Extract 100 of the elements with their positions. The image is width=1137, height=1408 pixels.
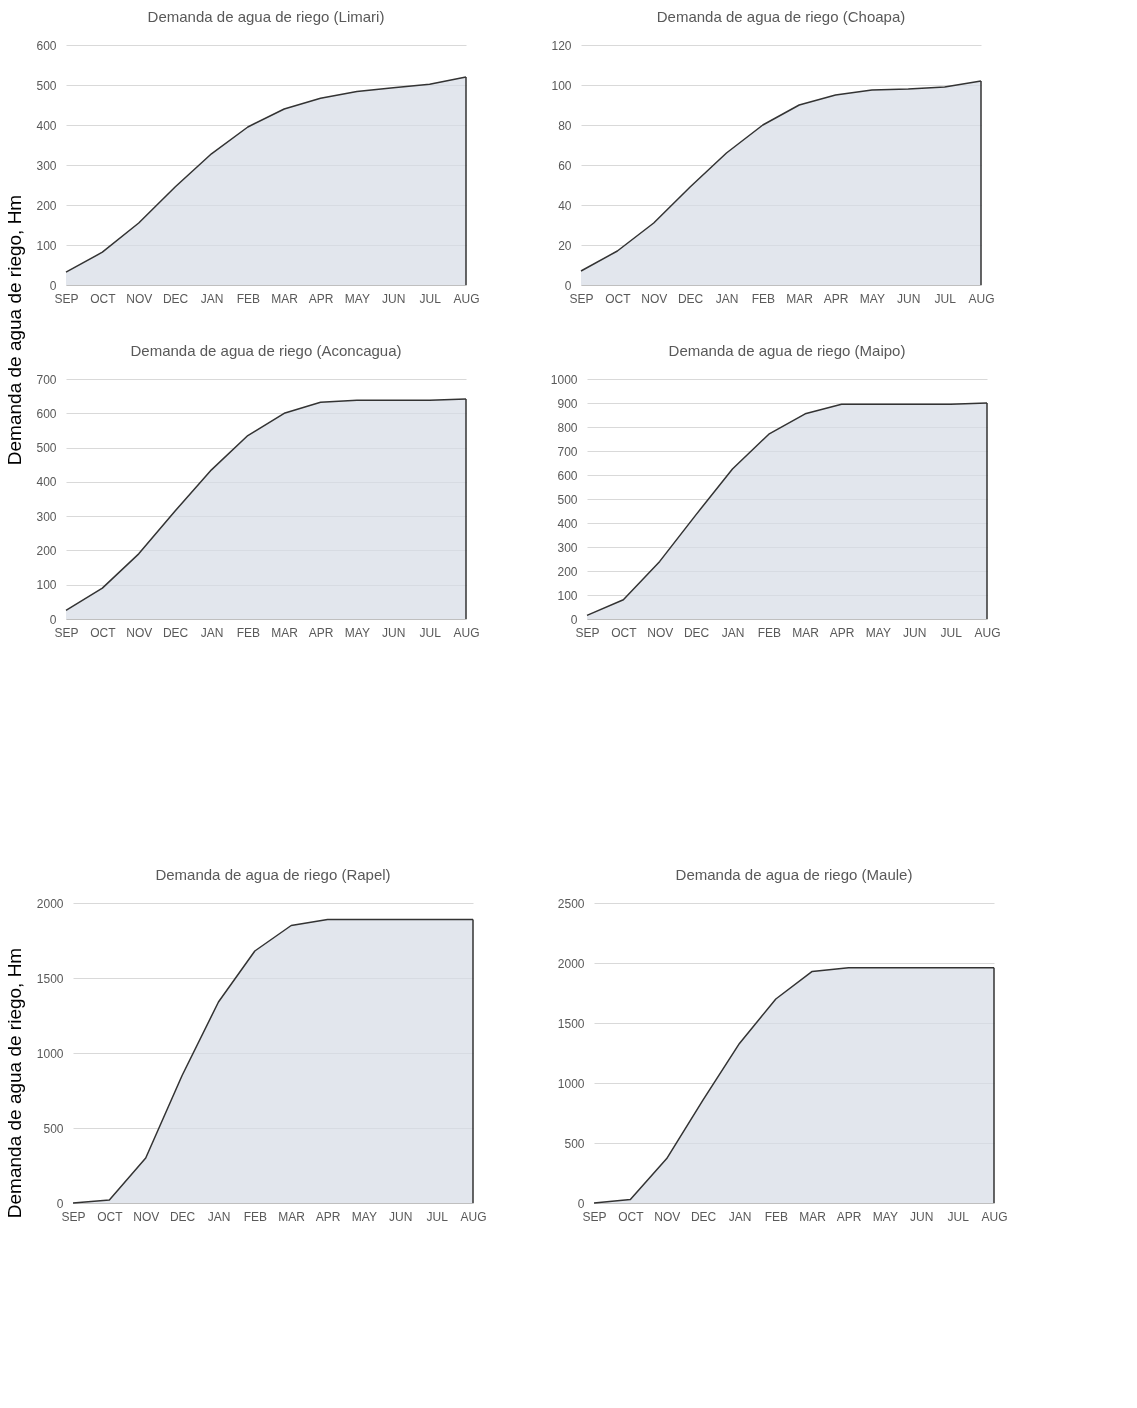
x-tick-label: MAY <box>865 625 891 640</box>
x-tick-label: FEB <box>236 625 260 640</box>
y-tick-label: 100 <box>36 578 57 593</box>
x-tick-label: MAY <box>344 291 370 306</box>
x-tick-label: JUL <box>419 291 442 306</box>
y-tick-label: 60 <box>558 158 572 173</box>
x-tick-label: FEB <box>243 1209 267 1224</box>
x-tick-label: FEB <box>751 291 775 306</box>
x-tick-label: OCT <box>90 625 117 640</box>
y-tick-label: 1000 <box>550 372 578 387</box>
x-tick-label: JAN <box>721 625 745 640</box>
x-tick-label: OCT <box>90 291 117 306</box>
x-tick-label: AUG <box>453 625 480 640</box>
chart-title: Demanda de agua de riego (Rapel) <box>155 866 391 883</box>
y-tick-label: 800 <box>557 420 578 435</box>
y-tick-label: 2000 <box>36 896 64 911</box>
x-tick-label: AUG <box>974 625 1001 640</box>
x-tick-label: MAR <box>786 291 814 306</box>
x-tick-label: APR <box>315 1209 341 1224</box>
x-tick-label: APR <box>823 291 849 306</box>
x-tick-label: MAY <box>344 625 370 640</box>
x-tick-label: JUN <box>897 291 921 306</box>
chart-title: Demanda de agua de riego (Maule) <box>675 866 913 883</box>
x-tick-label: FEB <box>757 625 781 640</box>
y-tick-label: 1500 <box>36 971 64 986</box>
y-tick-label: 0 <box>577 1196 585 1211</box>
x-tick-label: MAR <box>271 291 299 306</box>
x-tick-label: OCT <box>611 625 638 640</box>
y-tick-label: 80 <box>558 118 572 133</box>
x-tick-label: NOV <box>126 291 153 306</box>
x-tick-label: NOV <box>641 291 668 306</box>
x-tick-label: JAN <box>200 291 224 306</box>
chart-title: Demanda de agua de riego (Limari) <box>147 8 385 25</box>
x-tick-label: NOV <box>647 625 674 640</box>
x-tick-label: JUL <box>426 1209 449 1224</box>
y-tick-label: 1000 <box>557 1076 585 1091</box>
x-tick-label: MAY <box>351 1209 377 1224</box>
x-tick-label: SEP <box>569 291 594 306</box>
x-tick-label: NOV <box>126 625 153 640</box>
x-tick-label: DEC <box>162 625 189 640</box>
x-tick-label: FEB <box>236 291 260 306</box>
x-tick-label: DEC <box>162 291 189 306</box>
x-tick-label: AUG <box>460 1209 487 1224</box>
x-tick-label: MAR <box>799 1209 827 1224</box>
x-tick-label: AUG <box>453 291 480 306</box>
x-tick-label: NOV <box>133 1209 160 1224</box>
x-tick-label: DEC <box>690 1209 717 1224</box>
y-tick-label: 20 <box>558 238 572 253</box>
x-tick-label: SEP <box>575 625 600 640</box>
y-tick-label: 200 <box>36 198 57 213</box>
x-tick-label: JAN <box>715 291 739 306</box>
y-axis-title: Demanda de agua de riego, Hm <box>4 947 25 1219</box>
y-tick-label: 300 <box>36 509 57 524</box>
y-tick-label: 300 <box>557 540 578 555</box>
y-tick-label: 100 <box>557 588 578 603</box>
x-tick-label: OCT <box>618 1209 645 1224</box>
x-tick-label: JUN <box>389 1209 413 1224</box>
y-tick-label: 300 <box>36 158 57 173</box>
x-tick-label: SEP <box>54 625 79 640</box>
x-tick-label: APR <box>836 1209 862 1224</box>
y-tick-label: 0 <box>49 278 57 293</box>
x-tick-label: NOV <box>654 1209 681 1224</box>
x-tick-label: SEP <box>54 291 79 306</box>
x-tick-label: OCT <box>97 1209 124 1224</box>
y-tick-label: 500 <box>557 492 578 507</box>
y-tick-label: 200 <box>557 564 578 579</box>
x-tick-label: AUG <box>968 291 995 306</box>
y-tick-label: 700 <box>557 444 578 459</box>
y-tick-label: 100 <box>551 78 572 93</box>
x-tick-label: JAN <box>207 1209 231 1224</box>
x-tick-label: JUL <box>940 625 963 640</box>
y-tick-label: 400 <box>557 516 578 531</box>
x-tick-label: AUG <box>981 1209 1008 1224</box>
y-tick-label: 600 <box>557 468 578 483</box>
y-tick-label: 400 <box>36 118 57 133</box>
x-tick-label: APR <box>308 625 334 640</box>
x-tick-label: MAY <box>872 1209 898 1224</box>
x-tick-label: OCT <box>605 291 632 306</box>
y-tick-label: 600 <box>36 406 57 421</box>
x-tick-label: MAR <box>271 625 299 640</box>
y-axis-title: Demanda de agua de riego, Hm <box>4 194 25 466</box>
y-tick-label: 0 <box>49 612 57 627</box>
x-tick-label: JUN <box>903 625 927 640</box>
y-tick-label: 500 <box>564 1136 585 1151</box>
y-tick-label: 0 <box>56 1196 64 1211</box>
y-tick-label: 40 <box>558 198 572 213</box>
x-tick-label: JUN <box>910 1209 934 1224</box>
y-tick-label: 400 <box>36 475 57 490</box>
x-tick-label: DEC <box>169 1209 196 1224</box>
y-tick-label: 600 <box>36 38 57 53</box>
y-tick-label: 0 <box>570 612 578 627</box>
y-tick-label: 100 <box>36 238 57 253</box>
chart-title: Demanda de agua de riego (Maipo) <box>668 342 906 359</box>
x-tick-label: APR <box>308 291 334 306</box>
y-tick-label: 700 <box>36 372 57 387</box>
x-tick-label: SEP <box>61 1209 86 1224</box>
x-tick-label: MAR <box>278 1209 306 1224</box>
x-tick-label: JUN <box>382 625 406 640</box>
y-tick-label: 900 <box>557 396 578 411</box>
x-tick-label: JAN <box>200 625 224 640</box>
